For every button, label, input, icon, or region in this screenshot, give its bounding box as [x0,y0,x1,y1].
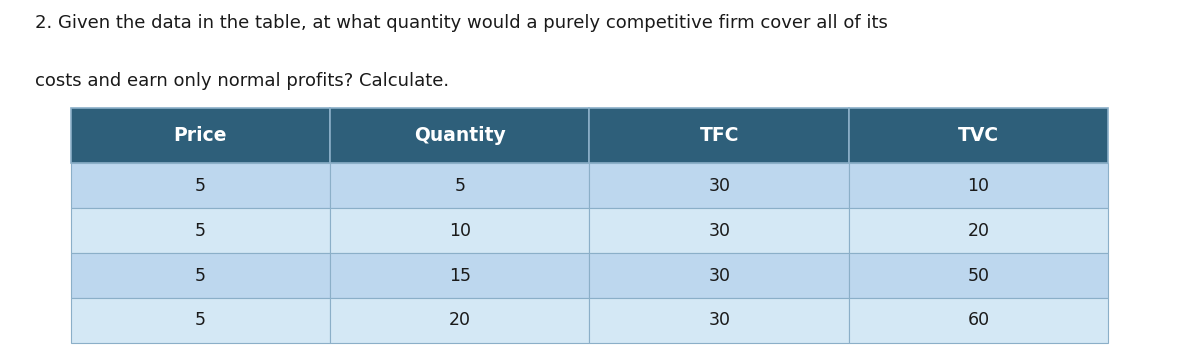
Text: TVC: TVC [959,126,999,145]
Text: 10: 10 [968,177,989,195]
Text: 5: 5 [454,177,466,195]
Text: 5: 5 [195,222,206,240]
Text: 5: 5 [195,177,206,195]
Text: 10: 10 [449,222,470,240]
Text: 5: 5 [195,266,206,285]
Text: 2. Given the data in the table, at what quantity would a purely competitive firm: 2. Given the data in the table, at what … [35,14,888,32]
Text: 15: 15 [449,266,470,285]
Text: 30: 30 [709,222,730,240]
Text: Quantity: Quantity [414,126,506,145]
Text: 5: 5 [195,311,206,330]
Text: 60: 60 [968,311,989,330]
Text: 50: 50 [968,266,989,285]
Text: 30: 30 [709,311,730,330]
Text: 30: 30 [709,266,730,285]
Text: 20: 20 [968,222,989,240]
Text: 20: 20 [449,311,470,330]
Text: costs and earn only normal profits? Calculate.: costs and earn only normal profits? Calc… [35,72,449,90]
Text: Price: Price [173,126,228,145]
Text: TFC: TFC [699,126,739,145]
Text: 30: 30 [709,177,730,195]
